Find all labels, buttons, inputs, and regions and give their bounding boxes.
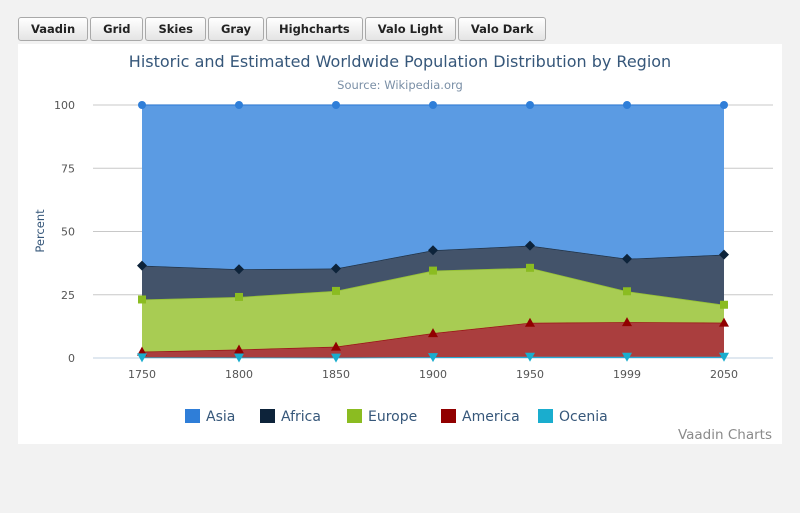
x-tick-label-1900: 1900 <box>419 368 447 381</box>
area-europe <box>142 267 724 352</box>
legend-label-europe: Europe <box>368 409 417 425</box>
marker-africa-2050 <box>719 249 729 260</box>
theme-button-grid[interactable]: Grid <box>90 17 144 41</box>
marker-ocenia-1750 <box>137 353 147 363</box>
legend-label-ocenia: Ocenia <box>559 409 608 425</box>
y-tick-label-25: 25 <box>61 289 75 302</box>
theme-toolbar: Vaadin Grid Skies Gray Highcharts Valo L… <box>18 17 547 43</box>
legend-item-africa[interactable]: Africa <box>260 409 321 425</box>
marker-europe-1750 <box>138 295 146 304</box>
marker-ocenia-1850 <box>331 353 341 363</box>
marker-ocenia-1900 <box>428 353 438 363</box>
marker-africa-1999 <box>622 253 632 264</box>
legend-swatch-africa <box>260 409 275 423</box>
legend-label-africa: Africa <box>281 409 321 425</box>
y-axis-ticks: 0 25 50 75 100 <box>54 99 75 365</box>
marker-asia-1900 <box>429 101 437 109</box>
marker-america-1850 <box>331 341 341 351</box>
y-tick-label-50: 50 <box>61 226 75 239</box>
x-tick-label-1999: 1999 <box>613 368 641 381</box>
x-axis-ticks: 1750 1800 1850 1900 1950 1999 2050 <box>128 368 738 381</box>
theme-button-highcharts[interactable]: Highcharts <box>266 17 363 41</box>
marker-america-1900 <box>428 328 438 338</box>
marker-europe-1950 <box>526 263 534 272</box>
theme-button-skies[interactable]: Skies <box>145 17 206 41</box>
area-asia <box>142 105 724 270</box>
marker-america-1999 <box>622 317 632 327</box>
legend-item-asia[interactable]: Asia <box>185 409 235 425</box>
marker-asia-2050 <box>720 101 728 109</box>
legend-swatch-america <box>441 409 456 423</box>
marker-africa-1950 <box>525 240 535 251</box>
marker-ocenia-1800 <box>234 353 244 363</box>
marker-asia-1950 <box>526 101 534 109</box>
marker-europe-1900 <box>429 266 437 275</box>
marker-europe-1999 <box>623 287 631 296</box>
marker-ocenia-1999 <box>622 352 632 362</box>
theme-button-vaadin[interactable]: Vaadin <box>18 17 89 41</box>
theme-button-gray[interactable]: Gray <box>207 17 264 41</box>
theme-button-valo-light[interactable]: Valo Light <box>364 17 456 41</box>
x-tick-label-2050: 2050 <box>710 368 738 381</box>
y-tick-label-0: 0 <box>68 352 75 365</box>
marker-africa-1850 <box>331 263 341 274</box>
marker-asia-1999 <box>623 101 631 109</box>
marker-america-2050 <box>719 317 729 327</box>
marker-africa-1750 <box>137 260 147 271</box>
area-africa <box>142 245 724 305</box>
marker-ocenia-2050 <box>719 352 729 362</box>
x-tick-label-1750: 1750 <box>128 368 156 381</box>
marker-europe-1850 <box>332 286 340 295</box>
legend-swatch-asia <box>185 409 200 423</box>
marker-europe-2050 <box>720 300 728 309</box>
marker-america-1950 <box>525 317 535 327</box>
y-axis-title: Percent <box>33 209 47 253</box>
plot-markers <box>137 101 729 363</box>
legend-swatch-ocenia <box>538 409 553 423</box>
legend-label-asia: Asia <box>206 409 235 425</box>
y-tick-label-75: 75 <box>61 162 75 175</box>
marker-europe-1800 <box>235 292 243 301</box>
x-tick-label-1950: 1950 <box>516 368 544 381</box>
legend-item-ocenia[interactable]: Ocenia <box>538 409 608 425</box>
chart-subtitle: Source: Wikipedia.org <box>337 78 463 92</box>
x-tick-label-1800: 1800 <box>225 368 253 381</box>
legend-label-america: America <box>462 409 520 425</box>
marker-africa-1900 <box>428 245 438 256</box>
y-tick-label-100: 100 <box>54 99 75 112</box>
marker-america-1800 <box>234 344 244 354</box>
marker-america-1750 <box>137 346 147 356</box>
marker-asia-1800 <box>235 101 243 109</box>
marker-asia-1850 <box>332 101 340 109</box>
chart-credit[interactable]: Vaadin Charts <box>678 427 772 443</box>
legend: Asia Africa Europe America Ocenia <box>185 409 608 425</box>
marker-asia-1750 <box>138 101 146 109</box>
x-tick-label-1850: 1850 <box>322 368 350 381</box>
chart-canvas: Historic and Estimated Worldwide Populat… <box>33 52 773 443</box>
legend-swatch-europe <box>347 409 362 423</box>
plot-areas <box>141 104 725 359</box>
theme-button-valo-dark[interactable]: Valo Dark <box>457 17 547 41</box>
legend-item-europe[interactable]: Europe <box>347 409 417 425</box>
marker-africa-1800 <box>234 264 244 275</box>
legend-item-america[interactable]: America <box>441 409 520 425</box>
marker-ocenia-1950 <box>525 352 535 362</box>
chart-panel: Historic and Estimated Worldwide Populat… <box>18 44 782 444</box>
chart-title: Historic and Estimated Worldwide Populat… <box>129 52 671 71</box>
